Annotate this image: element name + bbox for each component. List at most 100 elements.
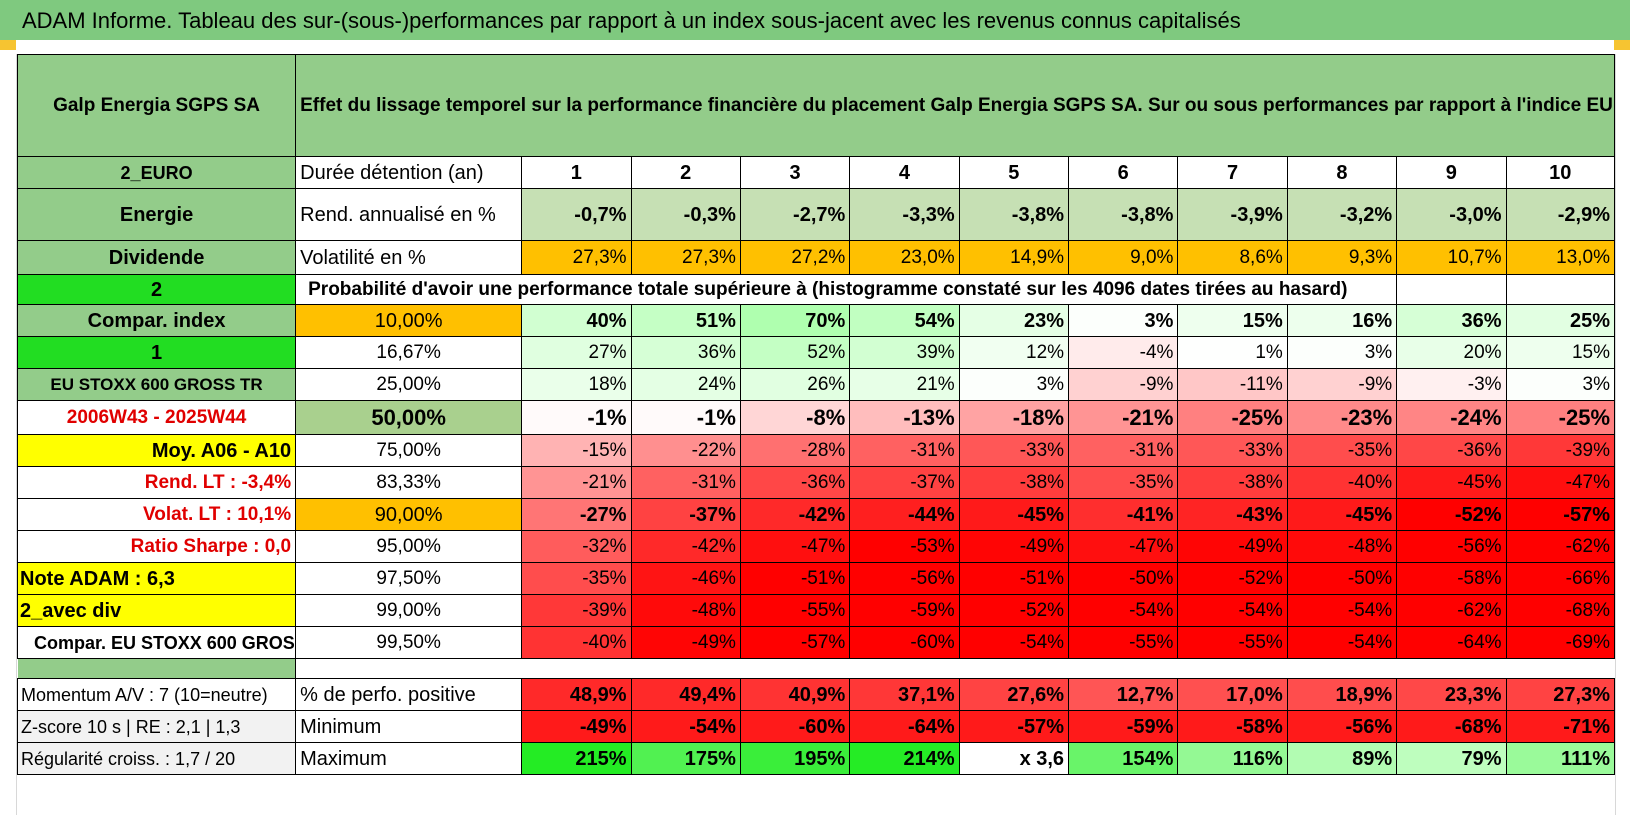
probability-value: 15%	[1177, 304, 1288, 337]
regularite-label: Régularité croiss. : 1,7 / 20	[16, 742, 297, 775]
momentum-label: Momentum A/V : 7 (10=neutre)	[16, 678, 297, 711]
probability-value: -49%	[630, 626, 741, 659]
return-value: -3,9%	[1177, 188, 1288, 241]
probability-value: -27%	[521, 498, 632, 531]
probability-value: -54%	[1286, 594, 1398, 627]
returns-row: Energie Rend. annualisé en % -0,7% -0,3% -2,…	[16, 188, 1616, 241]
probability-value: -59%	[849, 594, 960, 627]
probability-value: -38%	[1177, 466, 1288, 499]
probability-value: 70%	[739, 304, 851, 337]
pct-positive-value: 18,9%	[1286, 678, 1398, 711]
year-header: 3	[739, 156, 851, 189]
row-label: Rend. LT : -3,4%	[16, 466, 297, 499]
table-description: Effet du lissage temporel sur la perform…	[295, 54, 1615, 157]
probability-value: -49%	[958, 530, 1070, 563]
volatility-value: 9,0%	[1068, 240, 1179, 275]
percentile-value: 97,50%	[295, 562, 523, 595]
volatility-value: 27,2%	[739, 240, 851, 275]
probability-value: 40%	[521, 304, 632, 337]
probability-value: -69%	[1505, 626, 1616, 659]
percentile-value: 83,33%	[295, 466, 523, 499]
report-title: ADAM Informe. Tableau des sur-(sous-)per…	[0, 0, 1630, 40]
year-header: 1	[521, 156, 632, 189]
year-header: 4	[849, 156, 960, 189]
row-label: Moy. A06 - A10	[16, 434, 297, 467]
probability-value: -58%	[1396, 562, 1507, 595]
probability-value: 27%	[521, 336, 632, 369]
maximum-value: x 3,6	[958, 742, 1070, 775]
probability-value: -33%	[1177, 434, 1288, 467]
probability-value: -35%	[1286, 434, 1398, 467]
probability-value: -48%	[630, 594, 741, 627]
probability-value: -40%	[1286, 466, 1398, 499]
left-marker	[0, 40, 16, 50]
returns-label: Rend. annualisé en %	[295, 188, 523, 241]
momentum-row: Momentum A/V : 7 (10=neutre)% de perfo. …	[16, 678, 1616, 711]
maximum-value: 116%	[1177, 742, 1288, 775]
probability-value: -43%	[1177, 498, 1288, 531]
probability-value: -47%	[1505, 466, 1616, 499]
volatility-value: 13,0%	[1505, 240, 1616, 275]
maximum-value: 215%	[521, 742, 632, 775]
year-header: 9	[1396, 156, 1507, 189]
year-header: 2	[630, 156, 741, 189]
return-value: -3,3%	[849, 188, 960, 241]
minimum-label: Minimum	[295, 710, 523, 743]
header-row: Galp Energia SGPS SA Effet du lissage tem…	[16, 54, 1615, 157]
prob-title-row: 2 Probabilité d'avoir une performance tot…	[16, 274, 1616, 305]
return-value: -3,2%	[1286, 188, 1398, 241]
probability-value: 52%	[739, 336, 851, 369]
volatility-value: 8,6%	[1177, 240, 1288, 275]
percentile-value: 16,67%	[295, 336, 523, 369]
maximum-value: 154%	[1068, 742, 1179, 775]
maximum-value: 214%	[849, 742, 960, 775]
minimum-value: -57%	[958, 710, 1070, 743]
row-label: 2006W43 - 2025W44	[16, 400, 297, 435]
probability-value: -54%	[1286, 626, 1398, 659]
probability-value: 21%	[849, 368, 960, 401]
minimum-value: -71%	[1505, 710, 1616, 743]
probability-value: -31%	[849, 434, 960, 467]
probability-row: Compar. EU STOXX 600 GROSS TR99,50%-40%-…	[16, 626, 1616, 659]
probability-value: -13%	[849, 400, 960, 435]
maximum-label: Maximum	[295, 742, 523, 775]
probability-value: -46%	[630, 562, 741, 595]
row-label: Compar. EU STOXX 600 GROSS TR	[16, 626, 297, 659]
empty-cell	[1505, 274, 1616, 305]
probability-value: -15%	[521, 434, 632, 467]
return-value: -2,9%	[1505, 188, 1616, 241]
minimum-value: -58%	[1177, 710, 1288, 743]
probability-value: -38%	[958, 466, 1070, 499]
pct-positive-value: 17,0%	[1177, 678, 1288, 711]
row-label: Compar. index	[16, 304, 297, 337]
zscore-label: Z-score 10 s | RE : 2,1 | 1,3	[16, 710, 297, 743]
minimum-value: -56%	[1286, 710, 1398, 743]
probability-value: -36%	[739, 466, 851, 499]
probability-row: Rend. LT : -3,4% 83,33% -21% -31% -36% -37% -3…	[16, 466, 1616, 499]
return-value: -3,8%	[958, 188, 1070, 241]
volatility-label: Volatilité en %	[295, 240, 523, 275]
probability-value: -44%	[849, 498, 960, 531]
probability-value: -25%	[1505, 400, 1616, 435]
percentile-value: 50,00%	[295, 400, 523, 435]
probability-value: -51%	[739, 562, 851, 595]
minimum-value: -59%	[1068, 710, 1179, 743]
probability-value: -56%	[1396, 530, 1507, 563]
probability-value: -52%	[1396, 498, 1507, 531]
probability-value: -52%	[1177, 562, 1288, 595]
minimum-row: Z-score 10 s | RE : 2,1 | 1,3 Minimum -49%…	[16, 710, 1616, 743]
probability-value: -4%	[1068, 336, 1179, 369]
probability-value: 51%	[630, 304, 741, 337]
volatility-value: 27,3%	[630, 240, 741, 275]
probability-value: -11%	[1177, 368, 1288, 401]
minimum-value: -54%	[630, 710, 741, 743]
probability-value: -8%	[739, 400, 851, 435]
probability-value: -56%	[849, 562, 960, 595]
probability-value: -48%	[1286, 530, 1398, 563]
probability-row: EU STOXX 600 GROSS TR 25,00% 18% 24% 26% 21% 3…	[16, 368, 1616, 401]
company-name: Galp Energia SGPS SA	[16, 54, 297, 157]
percentile-value: 99,50%	[295, 626, 523, 659]
maximum-value: 195%	[739, 742, 851, 775]
probability-value: -25%	[1177, 400, 1288, 435]
year-header: 6	[1068, 156, 1179, 189]
